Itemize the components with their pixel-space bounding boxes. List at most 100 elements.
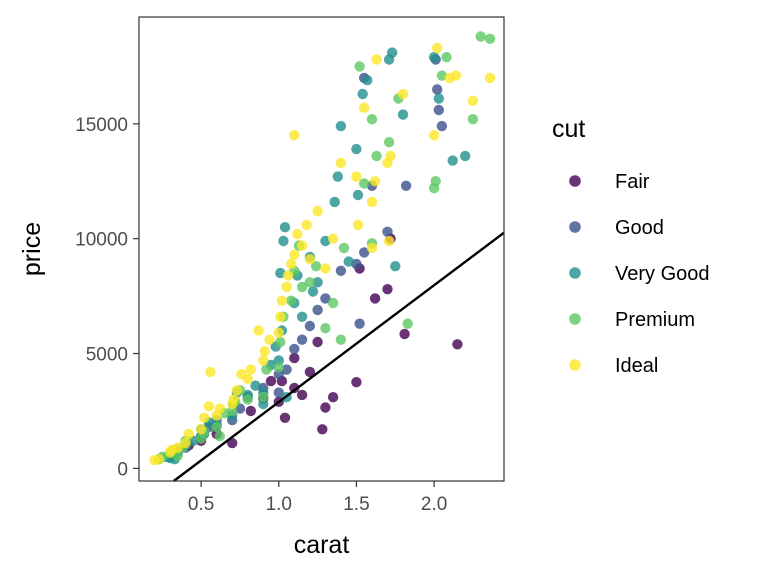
legend-key-fair <box>569 175 581 187</box>
data-point-premium-7 <box>211 421 222 433</box>
data-point-fair-14 <box>382 284 393 295</box>
data-point-ideal-37 <box>352 219 364 231</box>
data-point-premium-22 <box>304 277 316 288</box>
y-axis-title: price <box>18 222 46 276</box>
data-point-premium-15 <box>273 362 284 373</box>
data-point-ideal-18 <box>258 355 269 366</box>
trend-line <box>173 231 505 482</box>
data-point-very-good-47 <box>390 261 401 272</box>
x-tick-label: 1.0 <box>266 494 292 515</box>
legend-key-ideal <box>569 359 581 371</box>
legend-label-very-good: Very Good <box>615 263 710 285</box>
data-point-ideal-27 <box>289 249 300 260</box>
data-point-premium-29 <box>366 114 378 125</box>
data-point-very-good-35 <box>357 88 368 100</box>
data-point-very-good-34 <box>352 189 364 201</box>
data-point-very-good-20 <box>275 267 286 279</box>
y-tick-label: 0 <box>117 459 128 480</box>
data-point-very-good-32 <box>335 120 347 132</box>
data-point-ideal-4 <box>172 442 183 453</box>
data-point-fair-7 <box>296 389 308 401</box>
data-point-ideal-23 <box>276 295 288 306</box>
data-point-very-good-14 <box>250 380 261 391</box>
data-point-very-good-40 <box>428 52 440 63</box>
data-point-fair-21 <box>289 352 300 364</box>
data-point-good-11 <box>281 364 292 375</box>
data-point-very-good-30 <box>329 196 340 208</box>
data-point-premium-35 <box>430 176 441 187</box>
data-point-ideal-26 <box>286 258 297 270</box>
data-point-ideal-14 <box>231 385 243 396</box>
legend-label-fair: Fair <box>615 171 650 193</box>
data-point-ideal-35 <box>335 157 347 169</box>
data-point-premium-28 <box>359 178 370 189</box>
legend-key-premium <box>569 313 581 325</box>
data-point-very-good-25 <box>296 311 308 322</box>
data-point-premium-40 <box>484 33 496 44</box>
data-point-good-25 <box>432 84 443 95</box>
data-point-fair-24 <box>327 392 339 403</box>
data-point-fair-16 <box>399 328 410 340</box>
data-point-ideal-48 <box>484 72 496 84</box>
data-point-ideal-22 <box>275 311 286 322</box>
data-point-fair-17 <box>452 339 463 350</box>
data-point-ideal-54 <box>450 70 462 81</box>
data-point-ideal-16 <box>242 373 253 384</box>
data-point-premium-25 <box>327 297 339 309</box>
data-point-fair-22 <box>312 336 323 348</box>
data-point-ideal-11 <box>214 403 225 414</box>
data-point-fair-23 <box>265 375 277 387</box>
data-point-premium-30 <box>371 150 382 162</box>
legend-key-very-good <box>569 267 581 279</box>
legend: cut Fair Good Very Good Premium Ideal <box>552 115 710 377</box>
data-point-premium-31 <box>383 137 395 148</box>
data-point-very-good-36 <box>362 75 373 86</box>
data-point-fair-6 <box>289 382 300 394</box>
points-layer <box>149 31 496 466</box>
data-point-ideal-47 <box>467 95 479 107</box>
data-point-premium-13 <box>258 392 269 403</box>
data-point-ideal-17 <box>245 364 256 375</box>
data-point-premium-21 <box>296 281 308 293</box>
data-point-ideal-9 <box>203 401 215 412</box>
data-point-fair-1 <box>245 405 256 417</box>
data-point-fair-11 <box>351 377 362 388</box>
x-axis: 0.5 1.0 1.5 2.0 <box>188 481 447 515</box>
data-point-ideal-20 <box>264 334 275 345</box>
data-point-very-good-21 <box>278 235 289 247</box>
data-point-premium-16 <box>275 336 286 348</box>
data-point-ideal-49 <box>205 366 216 378</box>
data-point-good-12 <box>289 343 300 355</box>
x-tick-label: 1.5 <box>343 494 369 515</box>
data-point-ideal-39 <box>366 196 378 208</box>
data-point-fair-10 <box>320 402 331 413</box>
data-point-ideal-45 <box>432 42 443 54</box>
data-point-ideal-55 <box>366 242 378 254</box>
data-point-very-good-22 <box>279 222 291 233</box>
data-point-premium-37 <box>441 52 452 63</box>
data-point-fair-5 <box>279 412 291 423</box>
data-point-very-good-38 <box>387 47 398 58</box>
data-point-very-good-28 <box>312 277 323 288</box>
data-point-good-22 <box>382 226 393 237</box>
data-point-premium-41 <box>214 431 225 442</box>
data-point-ideal-31 <box>304 254 316 265</box>
data-point-ideal-7 <box>195 424 207 435</box>
data-point-ideal-8 <box>199 412 210 423</box>
data-point-ideal-24 <box>281 281 292 293</box>
data-point-fair-8 <box>304 366 316 378</box>
data-point-ideal-52 <box>371 54 382 65</box>
y-tick-label: 10000 <box>75 230 128 251</box>
data-point-ideal-36 <box>351 171 362 182</box>
data-point-good-20 <box>359 247 370 258</box>
data-point-ideal-44 <box>428 130 440 141</box>
data-point-very-good-42 <box>447 155 458 166</box>
y-tick-label: 15000 <box>75 115 128 136</box>
data-point-ideal-29 <box>296 240 308 251</box>
data-point-ideal-34 <box>327 233 339 244</box>
data-point-good-27 <box>436 120 448 132</box>
data-point-premium-23 <box>310 261 322 272</box>
y-tick-label: 5000 <box>86 345 128 366</box>
data-point-fair-13 <box>369 293 381 304</box>
